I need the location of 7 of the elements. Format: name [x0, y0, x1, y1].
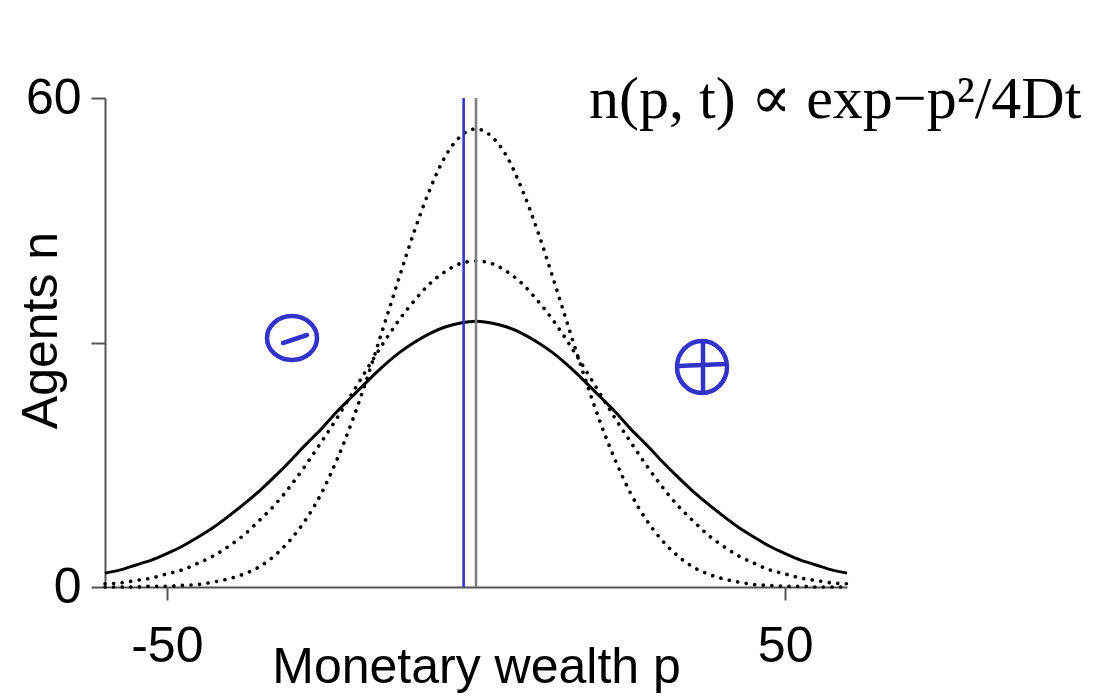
x-tick-label: -50 — [131, 616, 204, 673]
y-tick-label: 60 — [25, 68, 82, 125]
x-tick-label: 50 — [757, 616, 814, 673]
x-axis-title: Monetary wealth p — [272, 637, 681, 694]
y-axis-title: Agents n — [11, 231, 68, 430]
y-tick-label: 0 — [53, 557, 82, 614]
annotation: n(p, t) ∝ exp−p²/4Dt — [589, 65, 1082, 131]
